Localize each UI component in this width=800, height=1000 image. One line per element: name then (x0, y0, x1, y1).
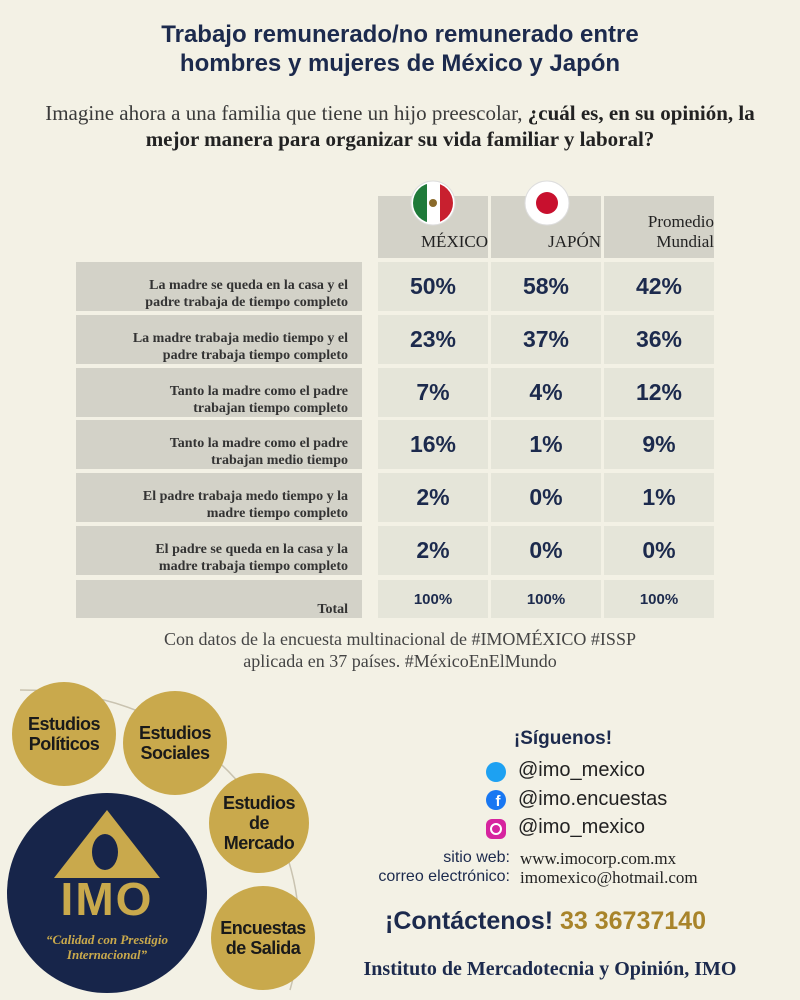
flag-japan (524, 180, 570, 226)
service-line: de (248, 813, 270, 833)
logo-name: IMO (60, 873, 154, 925)
cell-value: 100% (491, 580, 601, 618)
cell-value: 1% (604, 473, 714, 523)
service-circle (211, 886, 315, 990)
row-label-line: madre trabaja tiempo completo (158, 559, 348, 574)
row-label: Tanto la madre como el padre trabajan tie… (76, 367, 362, 417)
service: Encuestas de Salida (208, 918, 318, 958)
column-header: Promedio Mundial (604, 196, 714, 258)
row-label-line: madre tiempo completo (206, 506, 348, 522)
row-label-line: padre trabaja de tiempo completo (145, 295, 348, 310)
cell-value: 2% (378, 473, 488, 523)
logo-tagline: “Calidad con Prestigio Internacional” (17, 932, 197, 962)
cell-value: 23% (378, 314, 488, 364)
service-circle (209, 773, 309, 873)
question-plain: Imagine ahora a una familia que tiene un… (45, 101, 528, 125)
web: www.imocorp.com.mx (520, 849, 677, 868)
cell-value: 37% (491, 314, 601, 364)
cell-value: 50% (378, 262, 488, 311)
column-header-line: Promedio (647, 212, 714, 231)
title: Trabajo remunerado/no remunerado entre ho… (0, 20, 800, 78)
cell-value: 58% (491, 262, 601, 311)
title-line: Trabajo remunerado/no remunerado entre (161, 21, 639, 48)
service: Estudios Políticos (9, 714, 119, 754)
service: Estudios de Mercado (204, 793, 314, 853)
tagline-line: Internacional” (66, 947, 148, 962)
source: Con datos de la encuesta multinacional d… (0, 628, 800, 672)
cell-value: 42% (604, 262, 714, 311)
web-label: sitio web: (443, 849, 510, 866)
row-label: Total (76, 580, 362, 618)
cell-value: 7% (378, 367, 488, 417)
column-header-line: MÉXICO (420, 232, 488, 251)
instagram-icon (486, 819, 506, 839)
tagline-line: “Calidad con Prestigio (45, 932, 169, 947)
email: imomexico@hotmail.com (520, 868, 698, 887)
cell-value: 100% (604, 580, 714, 618)
cell-value: 12% (604, 367, 714, 417)
question: Imagine ahora a una familia que tiene un… (40, 100, 760, 152)
service-line: Mercado (223, 833, 295, 853)
row-label-line: Tanto la madre como el padre (169, 436, 348, 452)
cell-value: 4% (491, 367, 601, 417)
svg-text:f: f (496, 793, 502, 810)
cell-value: 2% (378, 526, 488, 575)
row-label: Tanto la madre como el padre trabajan med… (76, 420, 362, 470)
facebook-icon (486, 790, 506, 810)
email-label: correo electrónico: (378, 868, 510, 885)
service-line: Políticos (28, 734, 100, 754)
source-line: Con datos de la encuesta multinacional d… (164, 629, 636, 649)
column-header-line: JAPÓN (548, 232, 601, 251)
cell-value: 0% (491, 473, 601, 523)
row-label: El padre trabaja medo tiempo y la madre t… (76, 473, 362, 523)
row-label-line: La madre se queda en la casa y el (149, 278, 348, 293)
row-label-line: Total (317, 602, 348, 617)
row-label: El padre se queda en la casa y la madre t… (76, 526, 362, 575)
social-heading: ¡Síguenos! (513, 728, 613, 749)
row-label-line: Tanto la madre como el padre (169, 383, 348, 399)
service-circle (123, 691, 227, 795)
cell-value: 9% (604, 420, 714, 470)
service-circle (12, 682, 116, 786)
cell-value: 0% (491, 526, 601, 575)
cell-value: 36% (604, 314, 714, 364)
question-bold: ¿cuál es, en su opinión, la mejor manera… (145, 101, 755, 151)
service-line: Encuestas (220, 918, 306, 938)
phone: 33 36737140 (560, 907, 706, 935)
row-label-line: La madre trabaja medio tiempo y el (132, 330, 348, 346)
cell-value: 100% (378, 580, 488, 618)
row-label-line: trabajan medio tiempo (211, 453, 348, 469)
logo-drop (92, 834, 118, 870)
service-line: Estudios (222, 793, 296, 813)
row-label-line: El padre se queda en la casa y la (155, 542, 348, 557)
account: @imo_mexico (518, 759, 646, 781)
service: Estudios Sociales (120, 723, 230, 763)
service-line: de Salida (225, 938, 301, 958)
service-line: Sociales (140, 743, 210, 763)
service-line: Estudios (138, 723, 212, 743)
cell-value: 0% (604, 526, 714, 575)
row-label-line: El padre trabaja medo tiempo y la (142, 489, 348, 505)
column-header-line: Mundial (656, 232, 714, 251)
row-label: La madre se queda en la casa y el padre t… (76, 262, 362, 311)
account: @imo_mexico (518, 816, 646, 838)
cell-value: 1% (491, 420, 601, 470)
row-label: La madre trabaja medio tiempo y el padre … (76, 314, 362, 364)
row-label-line: trabajan tiempo completo (193, 400, 348, 416)
source-line: aplicada en 37 países. #MéxicoEnElMundo (243, 651, 557, 671)
account: @imo.encuestas (518, 787, 668, 810)
row-label-line: padre trabaja tiempo completo (162, 347, 348, 363)
service-line: Estudios (27, 714, 101, 734)
contact-cta: ¡Contáctenos! (385, 907, 554, 935)
flag-mexico (410, 180, 456, 226)
logo-circle (7, 793, 207, 993)
footer: Instituto de Mercadotecnia y Opinión, IM… (363, 958, 737, 980)
cell-value: 16% (378, 420, 488, 470)
title-line: hombres y mujeres de México y Japón (179, 50, 621, 77)
twitter-icon (486, 762, 506, 782)
